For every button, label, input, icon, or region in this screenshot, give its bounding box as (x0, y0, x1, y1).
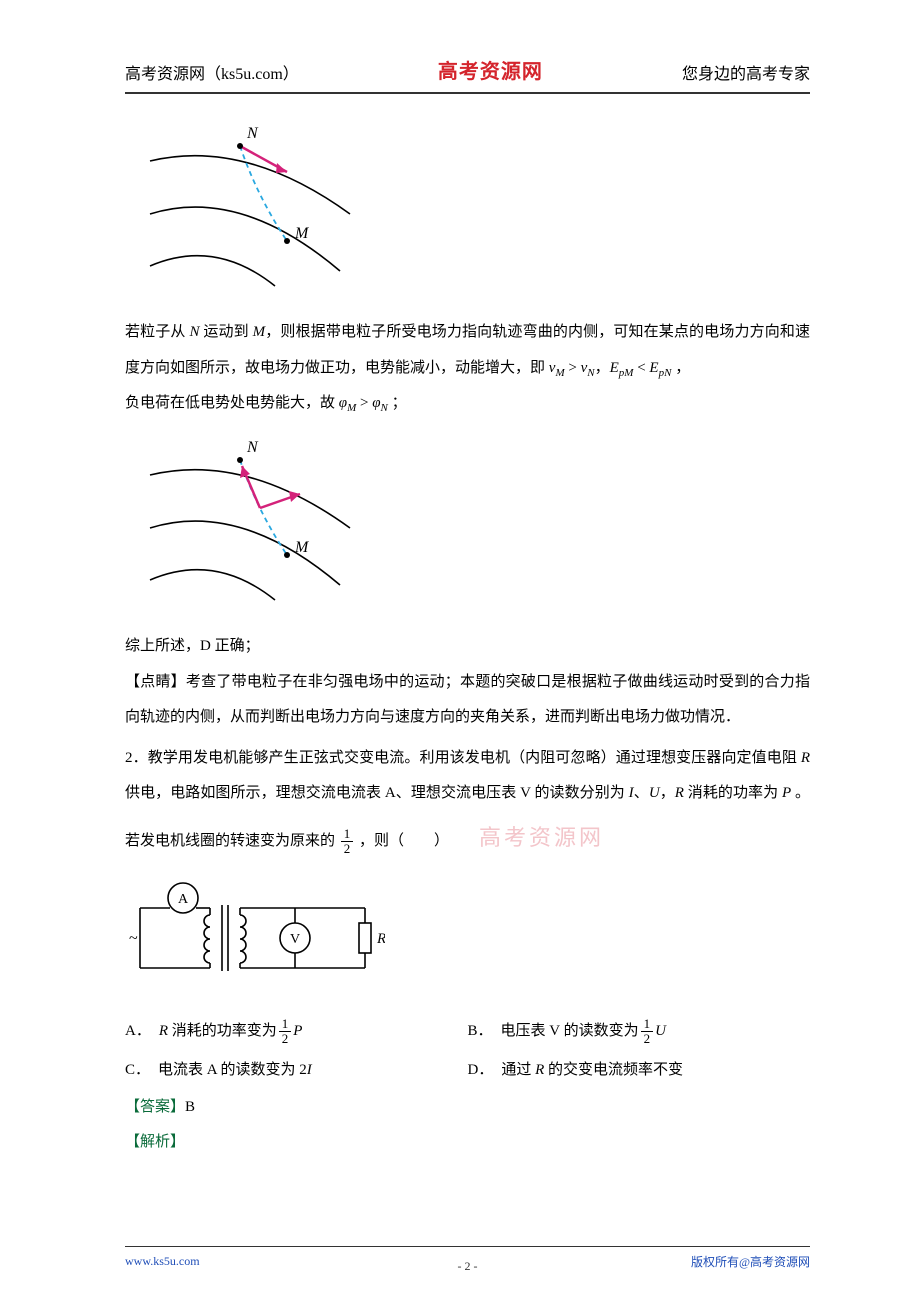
answer-label: 【答案】 (125, 1099, 185, 1115)
option-d: D． 通过 R 的交变电流频率不变 (468, 1051, 811, 1090)
svg-text:V: V (290, 932, 300, 947)
svg-text:A: A (178, 892, 189, 907)
tip-text: 考查了带电粒子在非匀强电场中的运动；本题的突破口是根据粒子做曲线运动时受到的合力… (125, 674, 810, 725)
watermark-text: 高考资源网 (479, 825, 604, 850)
answer-value: B (185, 1099, 195, 1115)
analysis-label: 【解析】 (125, 1134, 185, 1150)
option-c: C． 电流表 A 的读数变为 2I (125, 1051, 468, 1090)
figure-1: N M (145, 116, 810, 305)
figure-2: N M (145, 430, 810, 619)
tip-paragraph: 【点睛】考查了带电粒子在非匀强电场中的运动；本题的突破口是根据粒子做曲线运动时受… (125, 665, 810, 736)
paragraph-1: 若粒子从 N 运动到 M，则根据带电粒子所受电场力指向轨迹弯曲的内侧，可知在某点… (125, 315, 810, 386)
header-center-logo: 高考资源网 (438, 55, 543, 84)
page-header: 高考资源网（ks5u.com） 高考资源网 您身边的高考专家 (125, 55, 810, 94)
question-2: 2．教学用发电机能够产生正弦式交变电流。利用该发电机（内阻可忽略）通过理想变压器… (125, 741, 810, 863)
answer-line: 【答案】B (125, 1090, 810, 1125)
options-block: A． R 消耗的功率变为12P B． 电压表 V 的读数变为12U C． 电流表… (125, 1012, 810, 1090)
page-footer: www.ks5u.com - 2 - 版权所有@高考资源网 (125, 1246, 810, 1270)
header-left-text: 高考资源网（ks5u.com） (125, 60, 299, 84)
svg-text:M: M (294, 539, 310, 556)
tip-label: 【点睛】 (125, 674, 186, 690)
conclusion-text: 综上所述，D 正确； (125, 629, 810, 664)
option-b: B． 电压表 V 的读数变为12U (468, 1012, 811, 1051)
paragraph-2: 负电荷在低电势处电势能大，故 φM > φN ； (125, 386, 810, 422)
analysis-line: 【解析】 (125, 1125, 810, 1160)
footer-page-number: - 2 - (458, 1259, 478, 1274)
fig1-m-label: M (294, 225, 310, 242)
footer-url: www.ks5u.com (125, 1254, 200, 1269)
circuit-diagram: A V R ~ (125, 873, 810, 1007)
header-right-text: 您身边的高考专家 (682, 60, 810, 84)
svg-text:N: N (246, 439, 259, 456)
svg-text:R: R (376, 931, 385, 947)
svg-text:~: ~ (129, 930, 138, 947)
footer-copyright: 版权所有@高考资源网 (691, 1253, 810, 1270)
option-a: A． R 消耗的功率变为12P (125, 1012, 468, 1051)
fig1-n-label: N (246, 125, 259, 142)
